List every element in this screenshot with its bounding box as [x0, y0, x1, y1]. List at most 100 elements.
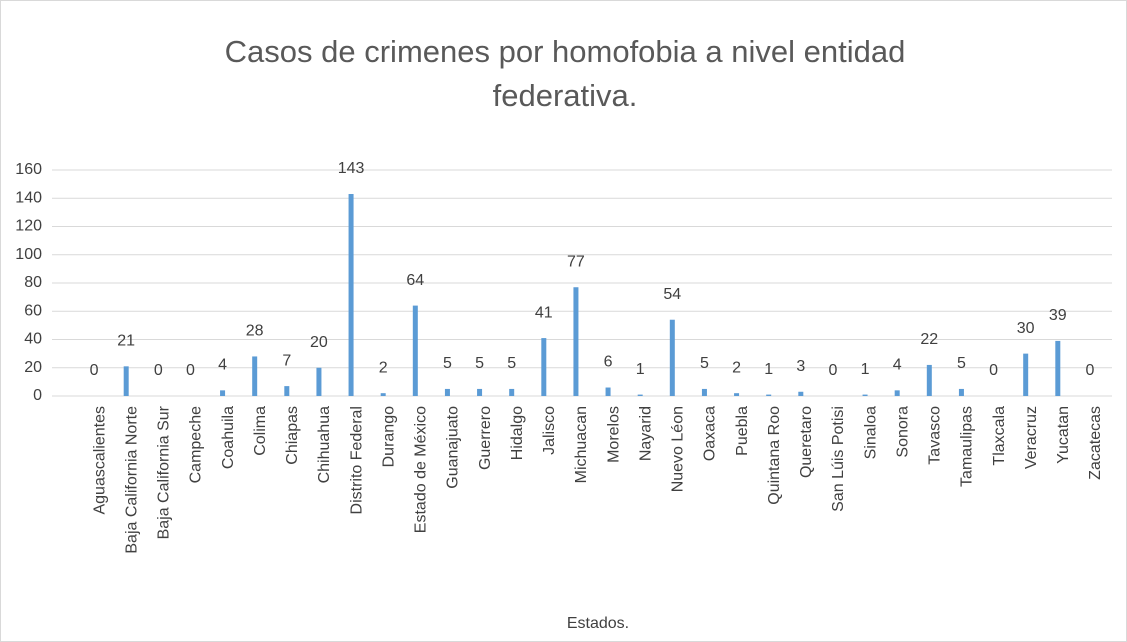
data-label: 3	[796, 358, 805, 375]
data-label: 4	[218, 357, 227, 374]
y-tick-label: 60	[24, 302, 42, 319]
x-tick-label: Campeche	[188, 406, 205, 483]
x-tick-label: Coahuila	[220, 406, 237, 469]
data-label: 5	[443, 355, 452, 372]
data-label: 0	[828, 362, 837, 379]
x-tick-label: Sinaloa	[862, 406, 879, 459]
data-label: 0	[90, 362, 99, 379]
y-tick-label: 160	[15, 161, 42, 178]
x-tick-label: Zacatecas	[1087, 406, 1104, 480]
x-tick-label: Guanajuato	[445, 406, 462, 489]
bar	[926, 364, 932, 396]
y-tick-label: 100	[15, 246, 42, 263]
x-tick-label: Nuevo Léon	[670, 406, 687, 492]
data-label: 2	[732, 359, 741, 376]
x-tick-label: Jalisco	[541, 406, 558, 455]
x-tick-label: Yucatan	[1055, 406, 1072, 464]
x-tick-label: Estado de México	[413, 406, 430, 533]
bar	[477, 388, 483, 396]
x-tick-label: Puebla	[734, 406, 751, 456]
bar	[252, 356, 258, 396]
data-label: 0	[1085, 362, 1094, 379]
bar	[348, 194, 354, 396]
data-label: 7	[282, 352, 291, 369]
data-label: 6	[604, 354, 613, 371]
data-label: 54	[663, 286, 681, 303]
bar	[444, 388, 450, 396]
bar	[958, 388, 964, 396]
data-label: 143	[338, 160, 365, 177]
y-tick-label: 120	[15, 218, 42, 235]
bar	[669, 319, 675, 396]
bar	[284, 386, 290, 396]
data-label: 28	[246, 323, 264, 340]
chart-title: Casos de crimenes por homofobia a nivel …	[224, 34, 906, 113]
data-label: 39	[1049, 307, 1067, 324]
bar	[316, 367, 322, 396]
data-label: 22	[920, 331, 938, 348]
bar	[701, 388, 707, 396]
x-tick-label: Baja California Sur	[156, 405, 173, 539]
x-tick-label: Guerrero	[477, 406, 494, 470]
data-label: 5	[957, 355, 966, 372]
data-label: 0	[989, 362, 998, 379]
x-tick-label: Queretaro	[798, 406, 815, 478]
bar	[1023, 353, 1029, 396]
x-tick-label: Hidalgo	[509, 406, 526, 460]
data-label: 1	[861, 361, 870, 378]
data-label: 1	[764, 361, 773, 378]
x-tick-label: Chihuahua	[316, 406, 333, 484]
bar	[541, 338, 547, 396]
data-label: 4	[893, 357, 902, 374]
y-tick-label: 40	[24, 331, 42, 348]
bar	[605, 387, 611, 396]
bar	[573, 287, 579, 396]
y-tick-label: 80	[24, 274, 42, 291]
data-label: 2	[379, 359, 388, 376]
data-label: 5	[475, 355, 484, 372]
y-tick-label: 0	[33, 387, 42, 404]
y-tick-label: 140	[15, 189, 42, 206]
bar	[862, 394, 868, 396]
bar	[380, 393, 386, 396]
bar	[509, 388, 515, 396]
x-tick-label: Chiapas	[284, 406, 301, 465]
x-tick-label: Michuacan	[573, 406, 590, 483]
bar	[220, 390, 226, 396]
data-label: 5	[700, 355, 709, 372]
bar	[637, 394, 643, 396]
x-tick-label: Durango	[380, 406, 397, 467]
data-label: 30	[1017, 320, 1035, 337]
data-label: 21	[117, 333, 135, 350]
x-tick-label: Tlaxcala	[991, 406, 1008, 466]
y-tick-label: 20	[24, 359, 42, 376]
data-label: 0	[186, 362, 195, 379]
data-label: 0	[154, 362, 163, 379]
bar	[766, 394, 772, 396]
bar	[123, 366, 129, 396]
x-tick-label: San Lúis Potisi	[830, 406, 847, 512]
x-tick-label: Colima	[252, 406, 269, 456]
data-label: 77	[567, 253, 585, 270]
data-label: 1	[636, 361, 645, 378]
data-label: 64	[406, 272, 424, 289]
data-label: 41	[535, 304, 553, 321]
x-tick-label: Oaxaca	[702, 406, 719, 461]
x-tick-label: Morelos	[605, 406, 622, 463]
data-label: 20	[310, 334, 328, 351]
data-label: 5	[507, 355, 516, 372]
bar	[734, 393, 740, 396]
x-tick-label: Veracruz	[1023, 406, 1040, 469]
x-tick-label: Aguascalientes	[91, 406, 108, 515]
x-tick-label: Distrito Federal	[348, 406, 365, 514]
x-tick-label: Tavasco	[927, 406, 944, 465]
x-tick-label: Sonora	[894, 406, 911, 458]
x-tick-label: Quintana Roo	[766, 406, 783, 505]
bar	[894, 390, 900, 396]
bar	[412, 305, 418, 396]
x-tick-label: Baja California Norte	[123, 406, 140, 554]
bar	[798, 391, 804, 396]
